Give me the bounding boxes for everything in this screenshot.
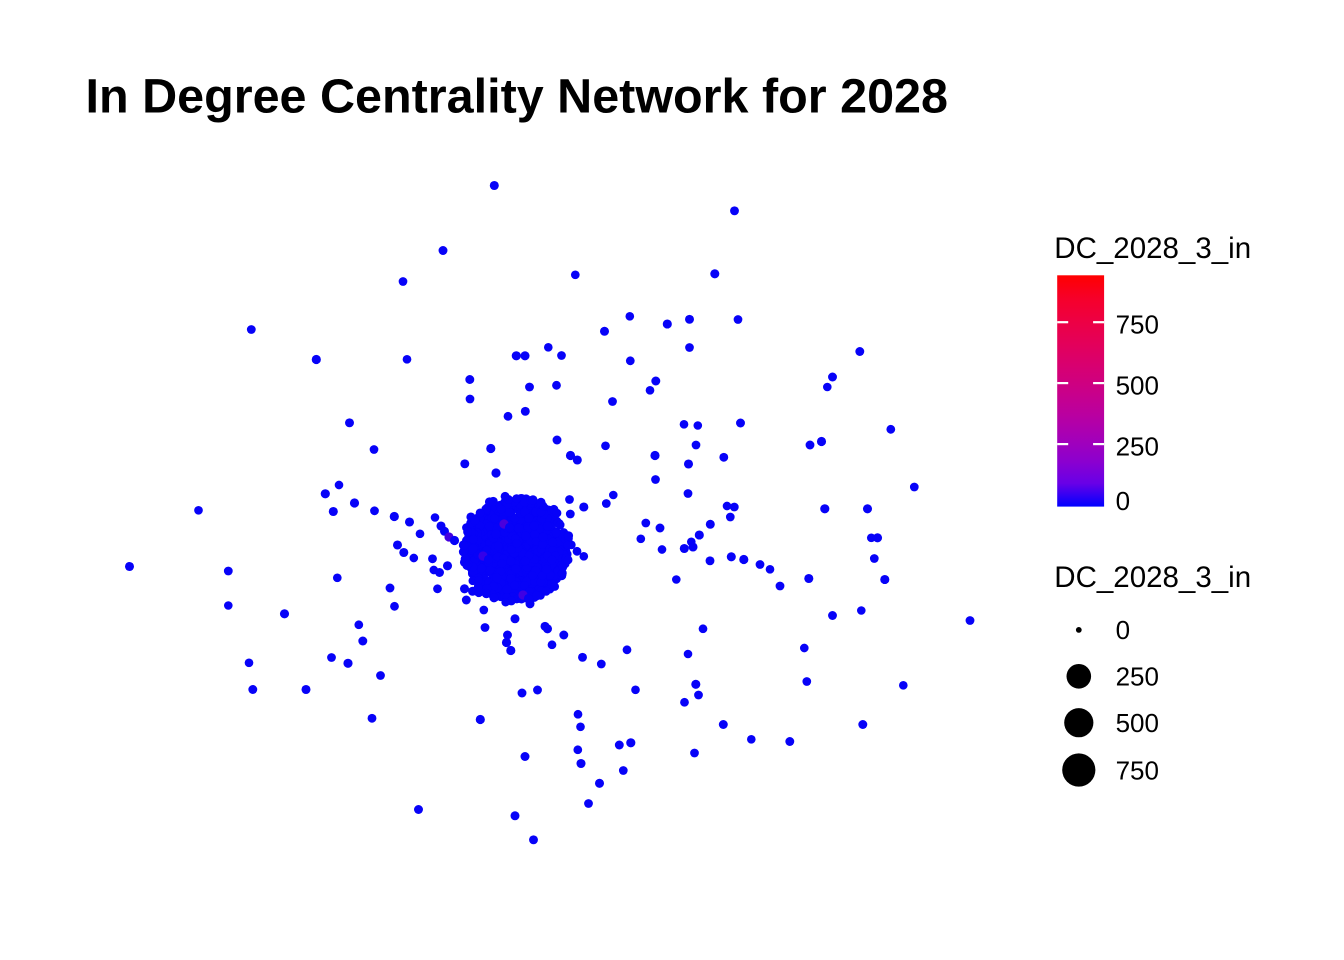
svg-text:750: 750 <box>1116 310 1159 340</box>
svg-text:DC_2028_3_in: DC_2028_3_in <box>1054 232 1251 265</box>
svg-text:500: 500 <box>1116 371 1159 401</box>
svg-text:250: 250 <box>1116 432 1159 462</box>
svg-text:250: 250 <box>1116 662 1159 692</box>
svg-text:750: 750 <box>1116 755 1159 785</box>
svg-text:0: 0 <box>1116 615 1130 645</box>
svg-text:In Degree Centrality Network f: In Degree Centrality Network for 2028 <box>86 70 949 124</box>
svg-text:0: 0 <box>1116 486 1130 516</box>
svg-text:500: 500 <box>1116 708 1159 738</box>
svg-text:DC_2028_3_in: DC_2028_3_in <box>1054 561 1251 594</box>
